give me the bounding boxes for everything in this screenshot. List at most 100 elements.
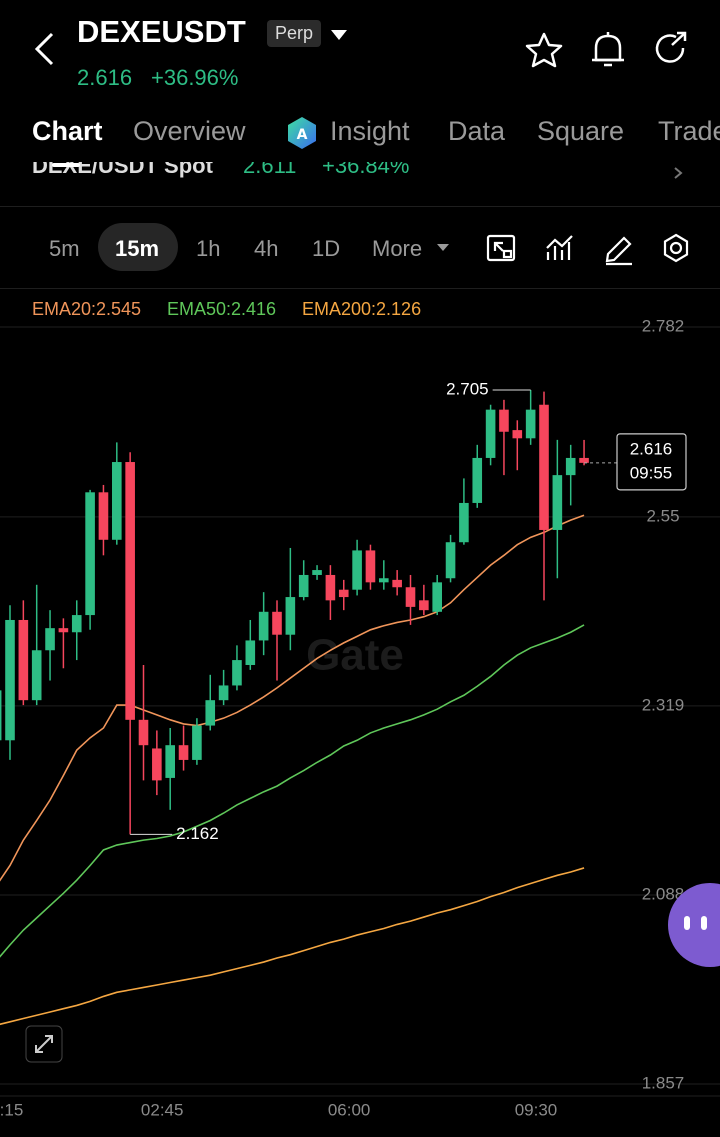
svg-text:A: A — [297, 127, 308, 143]
tab-indicator — [52, 163, 80, 167]
chevron — [674, 167, 683, 179]
assistant-bubble[interactable] — [668, 883, 720, 967]
spot-row[interactable]: DEXE/USDT Spot 2.611 +36.84% — [0, 160, 720, 206]
y-tick-label: 2.088 — [642, 884, 685, 903]
insight-icon: A — [288, 117, 316, 149]
chart: Gate1.8572.0882.3192.552.78223:1502:4506… — [0, 316, 720, 1119]
legend-entry: EMA200:2.126 — [302, 299, 422, 319]
y-tick-label: 1.857 — [642, 1073, 685, 1092]
candle-body — [272, 611, 282, 635]
bubble-eye — [684, 916, 690, 930]
divider — [0, 206, 720, 207]
legend-entry: EMA50:2.416 — [167, 299, 277, 319]
interval[interactable]: 1h — [196, 236, 221, 261]
interval[interactable]: 5m — [49, 236, 80, 261]
candle-body — [125, 462, 135, 720]
candle-body — [445, 542, 456, 579]
candle-body — [485, 409, 496, 458]
bubble — [668, 883, 720, 967]
x-tick-label: 06:00 — [328, 1100, 371, 1119]
candle-body — [525, 409, 536, 439]
share-button[interactable] — [655, 31, 687, 63]
divider — [0, 288, 720, 289]
candle-body — [18, 619, 29, 701]
candle-body — [472, 457, 483, 503]
expand-icon — [35, 1035, 53, 1053]
bubble-eye — [701, 916, 707, 930]
spot-price: 2.611 — [243, 160, 297, 178]
settings-button[interactable] — [663, 233, 689, 263]
candle-body — [0, 690, 2, 741]
candle-body — [312, 570, 322, 575]
candle-body — [419, 600, 429, 611]
toolbar-icons — [437, 233, 689, 266]
last-price-label: 2.616 — [630, 439, 673, 458]
candle-body — [432, 582, 442, 612]
interval[interactable]: 15m — [115, 236, 160, 261]
candle-body — [499, 409, 509, 432]
interval[interactable]: 4h — [254, 236, 279, 261]
candle-body — [112, 462, 122, 540]
interval[interactable]: More — [372, 236, 423, 261]
candle-body — [98, 492, 109, 540]
tab[interactable]: Insight — [330, 116, 410, 146]
countdown: 09:55 — [630, 463, 673, 482]
y-tick-label: 2.319 — [642, 695, 685, 714]
x-tick-label: 09:30 — [515, 1100, 558, 1119]
x-tick-label: 23:15 — [0, 1100, 23, 1119]
fullscreen-button[interactable] — [25, 1025, 63, 1063]
favorite-button[interactable] — [525, 32, 563, 68]
indicator-button[interactable] — [546, 235, 573, 260]
spot-change: +36.84% — [322, 160, 410, 178]
button-frame — [25, 1025, 63, 1063]
x-tick-label: 02:45 — [141, 1100, 184, 1119]
price-change: +36.96% — [151, 65, 239, 90]
candle-body — [178, 745, 189, 760]
candle-body — [58, 628, 69, 633]
candle-body — [392, 579, 402, 588]
tab[interactable]: Data — [448, 116, 506, 146]
ema-line — [0, 867, 585, 1026]
candle-body — [138, 719, 149, 746]
ema-line — [0, 624, 585, 958]
candle-body — [218, 685, 229, 701]
candle-body — [31, 650, 42, 701]
tab-bar — [0, 100, 720, 162]
layout-button[interactable] — [486, 234, 516, 262]
candle-body — [325, 574, 336, 601]
candle-body — [232, 660, 242, 686]
candle-body — [165, 745, 175, 778]
alert-button[interactable] — [592, 32, 624, 67]
header-icons — [34, 30, 687, 68]
back-button[interactable] — [34, 32, 54, 66]
tab[interactable]: Overview — [133, 116, 246, 146]
candle-body — [45, 628, 55, 651]
tab[interactable]: Trade — [658, 116, 720, 146]
candle-body — [85, 492, 95, 616]
tab[interactable]: Chart — [32, 116, 103, 146]
candle-body — [5, 619, 15, 741]
candle-body — [298, 574, 309, 598]
candle-body — [258, 611, 269, 641]
candle-body — [539, 404, 549, 530]
min-label: 2.162 — [176, 824, 219, 843]
symbol-dropdown[interactable] — [331, 30, 347, 40]
y-tick-label: 2.55 — [646, 506, 679, 525]
candle-body — [512, 430, 523, 439]
interval[interactable]: 1D — [312, 236, 341, 261]
candle-body — [71, 615, 82, 633]
candle-body — [192, 725, 202, 760]
last-price-box — [616, 433, 687, 491]
candle-body — [338, 589, 349, 598]
last-price: 2.616 — [77, 65, 133, 90]
symbol[interactable]: DEXEUSDT — [77, 14, 246, 49]
tab[interactable]: Square — [537, 116, 625, 146]
candle-body — [205, 700, 216, 726]
candle-body — [552, 475, 563, 530]
candle-body — [352, 550, 362, 590]
contract-badge: Perp — [267, 20, 322, 47]
candle-body — [365, 550, 376, 583]
max-label: 2.705 — [446, 379, 489, 398]
draw-button[interactable] — [605, 236, 632, 266]
